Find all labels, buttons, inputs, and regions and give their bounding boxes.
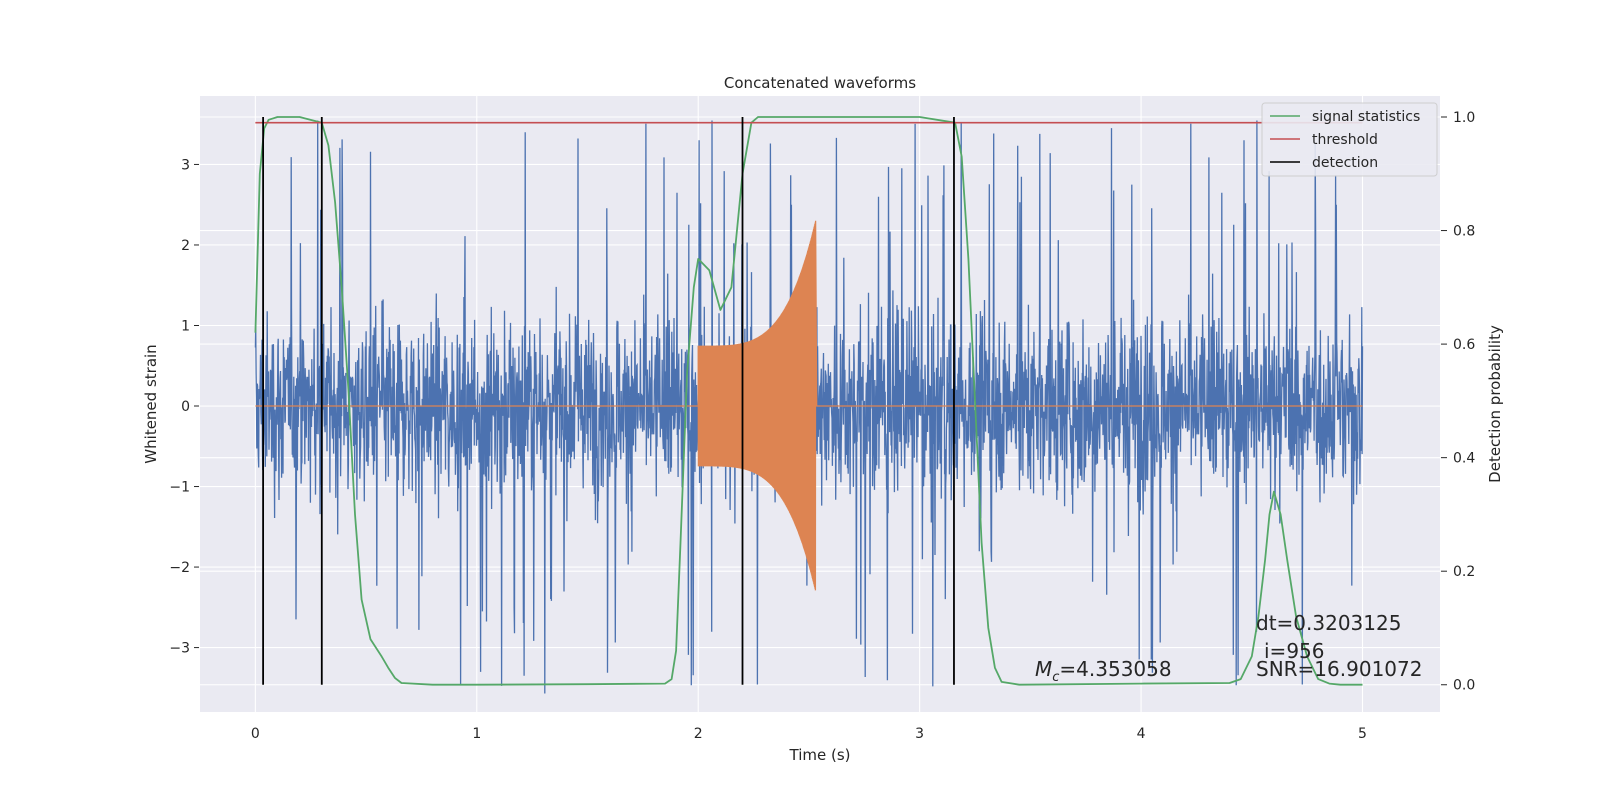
- y-tick-label: 1: [181, 318, 190, 334]
- tick-labels: 0 1 2 3 4 5 −3 −2 −1 0 1 2 3 0.0 0.2 0.4 0.6 0.8 1.0: [169, 110, 1475, 742]
- data-layer: [254, 116, 1364, 694]
- x-tick-label: 3: [915, 726, 924, 742]
- legend-label-signal-statistics: signal statistics: [1312, 109, 1420, 125]
- chirp-mass-value: =4.353058: [1059, 657, 1171, 681]
- y-axis-label: Whitened strain: [142, 344, 160, 463]
- y2-tick-label: 0.6: [1453, 337, 1475, 353]
- x-axis-label: Time (s): [789, 746, 851, 764]
- y2-tick-label: 0.8: [1453, 224, 1475, 240]
- chart-title: Concatenated waveforms: [724, 74, 916, 92]
- y-tick-label: 2: [181, 238, 190, 254]
- y2-tick-label: 0.4: [1453, 451, 1475, 467]
- signal-statistics-line: [254, 116, 1363, 686]
- legend-box: [1261, 102, 1438, 177]
- y-tick-label: 3: [181, 157, 190, 173]
- y2-tick-label: 1.0: [1453, 110, 1475, 126]
- index-annotation: i=956: [1264, 639, 1325, 663]
- annotations: Mc=4.353058 dt=0.3203125 i=956 SNR=16.90…: [1035, 611, 1422, 685]
- dt-annotation: dt=0.3203125: [1256, 611, 1401, 635]
- x-tick-label: 1: [472, 726, 481, 742]
- injected-waveform-line: [255, 220, 1363, 591]
- x-tick-label: 0: [251, 726, 260, 742]
- y2-tick-label: 0.0: [1453, 678, 1475, 694]
- x-tick-label: 2: [694, 726, 703, 742]
- legend: signal statistics threshold detection: [1261, 102, 1438, 177]
- y-tick-label: −3: [169, 641, 190, 657]
- chirp-mass-annotation: Mc=4.353058: [1035, 657, 1172, 685]
- x-tick-label: 4: [1137, 726, 1146, 742]
- y2-axis-label: Detection probability: [1486, 325, 1504, 483]
- y-tick-label: 0: [181, 399, 190, 415]
- legend-label-detection: detection: [1312, 155, 1378, 171]
- y-tick-label: −2: [169, 560, 190, 576]
- y-tick-label: −1: [169, 480, 190, 496]
- x-tick-label: 5: [1358, 726, 1367, 742]
- y2-tick-label: 0.2: [1453, 564, 1475, 580]
- snr-annotation: SNR=16.901072: [1256, 657, 1422, 681]
- legend-label-threshold: threshold: [1312, 132, 1378, 148]
